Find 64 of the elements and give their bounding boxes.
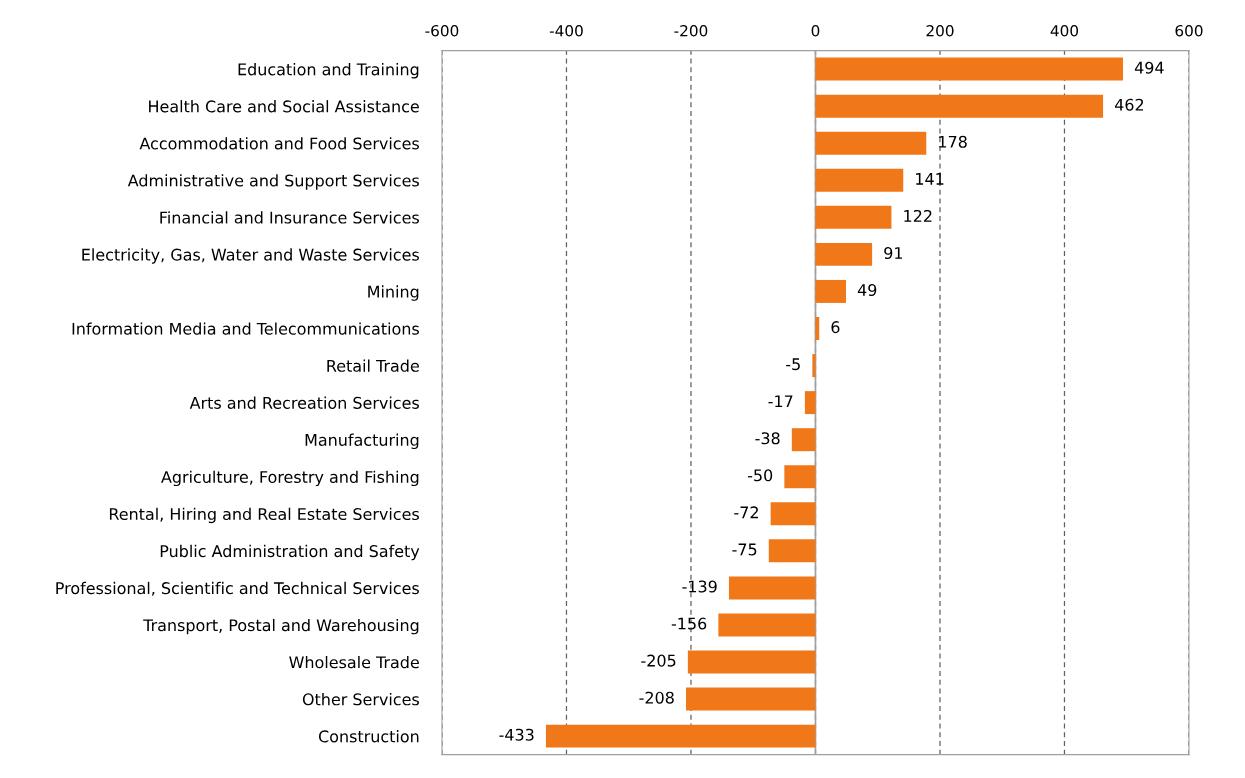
bar — [545, 724, 816, 748]
y-tick-label: Rental, Hiring and Real Estate Services — [109, 507, 419, 524]
bar — [687, 650, 816, 674]
x-tick-label: -400 — [549, 24, 583, 37]
y-tick-label: Other Services — [302, 693, 419, 706]
bar — [815, 168, 904, 192]
bar — [718, 613, 816, 637]
data-label: 178 — [939, 135, 967, 148]
y-tick-label: Mining — [368, 285, 419, 301]
y-tick-label: Information Media and Telecommunications — [72, 322, 419, 335]
data-label: -5 — [786, 358, 800, 371]
y-tick-label: Wholesale Trade — [289, 655, 419, 669]
data-label: -38 — [755, 432, 780, 445]
bar — [815, 94, 1104, 118]
data-label: -433 — [499, 728, 534, 741]
data-label: -75 — [732, 543, 757, 556]
y-tick-label: Transport, Postal and Warehousing — [143, 618, 419, 635]
x-tick-label: -200 — [674, 24, 708, 37]
data-label: 122 — [904, 209, 932, 222]
x-tick-label: 600 — [1175, 24, 1203, 37]
y-tick-label: Agriculture, Forestry and Fishing — [161, 470, 419, 487]
data-label: -17 — [768, 395, 793, 408]
bar — [812, 354, 816, 378]
bar — [784, 465, 816, 489]
y-tick-label: Professional, Scientific and Technical Services — [56, 581, 419, 596]
bar — [815, 279, 846, 303]
bar — [815, 205, 892, 229]
bar — [804, 391, 816, 415]
data-label: 462 — [1114, 98, 1144, 111]
y-tick-label: Construction — [318, 730, 419, 743]
bar — [770, 502, 816, 526]
data-label: -72 — [734, 506, 758, 519]
y-tick-label: Health Care and Social Assistance — [149, 100, 419, 113]
data-label: -205 — [641, 654, 676, 667]
bar — [815, 57, 1123, 81]
y-tick-label: Manufacturing — [305, 433, 419, 450]
y-tick-label: Administrative and Support Services — [127, 174, 419, 190]
y-tick-label: Electricity, Gas, Water and Waste Services — [82, 248, 419, 264]
data-label: 494 — [1134, 61, 1164, 74]
x-tick-label: 400 — [1050, 24, 1079, 37]
data-label: 141 — [916, 173, 944, 185]
bar — [685, 687, 816, 711]
y-tick-label: Retail Trade — [327, 359, 419, 372]
y-tick-label: Financial and Insurance Services — [160, 211, 419, 224]
data-label: 6 — [831, 321, 840, 334]
x-tick-label: 0 — [811, 24, 820, 37]
bar — [815, 242, 873, 266]
data-label: -208 — [639, 691, 674, 704]
y-tick-label: Public Administration and Safety — [160, 544, 420, 561]
data-label: -50 — [747, 469, 773, 482]
bar — [768, 539, 816, 563]
bar — [791, 428, 816, 452]
y-tick-label: Education and Training — [238, 63, 419, 79]
y-tick-label: Arts and Recreation Services — [189, 396, 419, 409]
data-label: 91 — [884, 246, 903, 260]
data-label: 49 — [857, 284, 877, 297]
data-label: -156 — [671, 617, 707, 630]
bar — [728, 576, 816, 600]
bar — [815, 317, 820, 340]
x-tick-label: -600 — [425, 24, 459, 37]
bar — [815, 131, 927, 155]
x-tick-label: 200 — [926, 24, 954, 37]
y-tick-label: Accommodation and Food Services — [139, 137, 419, 150]
data-label: -139 — [682, 580, 717, 593]
